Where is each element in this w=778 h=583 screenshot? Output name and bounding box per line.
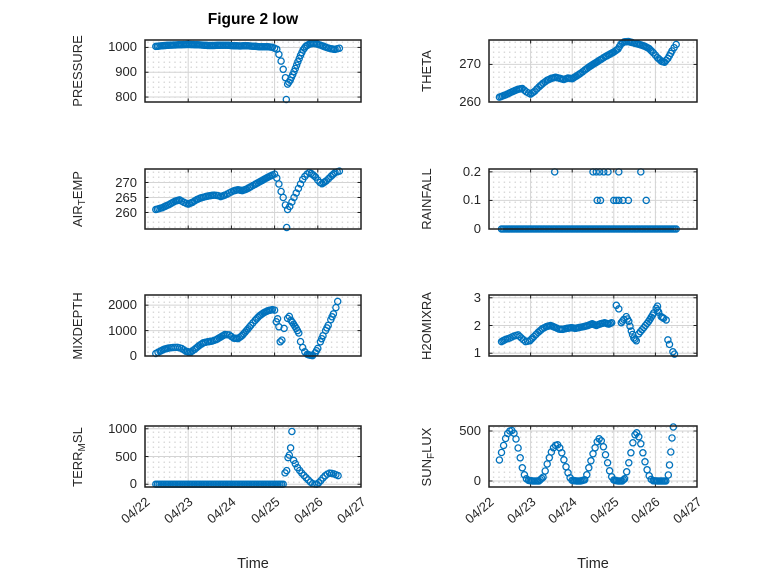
ytick-label-h2omixra: 3 (473, 289, 481, 305)
subplot-pressure (144, 39, 362, 104)
data-markers-sun-flux (495, 423, 678, 485)
subplot-terr-msl (144, 425, 362, 488)
axes-box (144, 294, 362, 357)
ylabel-sun-flux: SUNFLUX (419, 427, 437, 486)
subplot-sun-flux (488, 423, 698, 488)
ylabel-pressure: PRESSURE (70, 35, 85, 107)
ytick-label-rainfall: 0.1 (462, 192, 481, 208)
subplot-air-temp (144, 167, 362, 232)
subplot-h2omixra (488, 294, 698, 358)
ytick-label-theta: 260 (459, 94, 481, 109)
ytick-label-air-temp: 260 (115, 204, 137, 220)
data-markers-h2omixra (497, 301, 679, 358)
ytick-label-theta: 270 (459, 56, 481, 72)
ytick-label-air-temp: 265 (115, 189, 137, 205)
ytick-label-terr-msl: 1000 (108, 420, 137, 436)
ytick-label-mixdepth: 2000 (108, 297, 137, 313)
axes-box (488, 425, 698, 488)
axes-box (144, 425, 362, 488)
axes-box (488, 168, 698, 230)
ytick-label-air-temp: 270 (115, 174, 137, 190)
axes-box (144, 39, 362, 103)
ytick-label-terr-msl: 0 (129, 476, 137, 492)
ytick-label-h2omixra: 1 (473, 345, 481, 361)
ytick-label-mixdepth: 1000 (108, 322, 137, 338)
data-markers-air-temp (152, 167, 344, 232)
ytick-label-pressure: 800 (115, 89, 137, 105)
ytick-label-h2omixra: 2 (473, 317, 481, 333)
minor-grid (490, 170, 696, 228)
ytick-label-sun-flux: 0 (473, 473, 481, 488)
x-axis-label-left: Time (237, 556, 269, 572)
subplot-mixdepth (144, 294, 362, 360)
axes-box (488, 294, 698, 357)
ylabel-mixdepth: MIXDEPTH (70, 291, 85, 360)
minor-grid (146, 41, 360, 101)
data-markers-mixdepth (152, 297, 342, 360)
ytick-label-rainfall: 0 (473, 221, 481, 236)
ylabel-rainfall: RAINFALL (419, 168, 434, 230)
ylabel-air-temp: AIRTEMP (70, 171, 88, 227)
ylabel-theta: THETA (419, 50, 434, 92)
ytick-label-sun-flux: 500 (459, 423, 481, 438)
ytick-label-rainfall: 0.2 (462, 163, 481, 179)
x-axis-label-right: Time (577, 556, 609, 572)
ytick-label-mixdepth: 0 (129, 348, 137, 363)
subplot-theta (488, 37, 698, 103)
ylabel-h2omixra: H2OMIXRA (419, 291, 434, 360)
ylabel-terr-msl: TERRMSL (70, 426, 88, 487)
axes-box (144, 168, 362, 230)
subplot-rainfall (488, 168, 698, 233)
data-markers-theta (495, 37, 680, 101)
data-markers-pressure (152, 39, 344, 104)
ytick-label-pressure: 900 (115, 64, 137, 80)
axes-box (488, 39, 698, 103)
ytick-label-terr-msl: 500 (115, 448, 137, 464)
ytick-label-pressure: 1000 (108, 39, 137, 55)
figure-title: Figure 2 low (207, 11, 299, 28)
